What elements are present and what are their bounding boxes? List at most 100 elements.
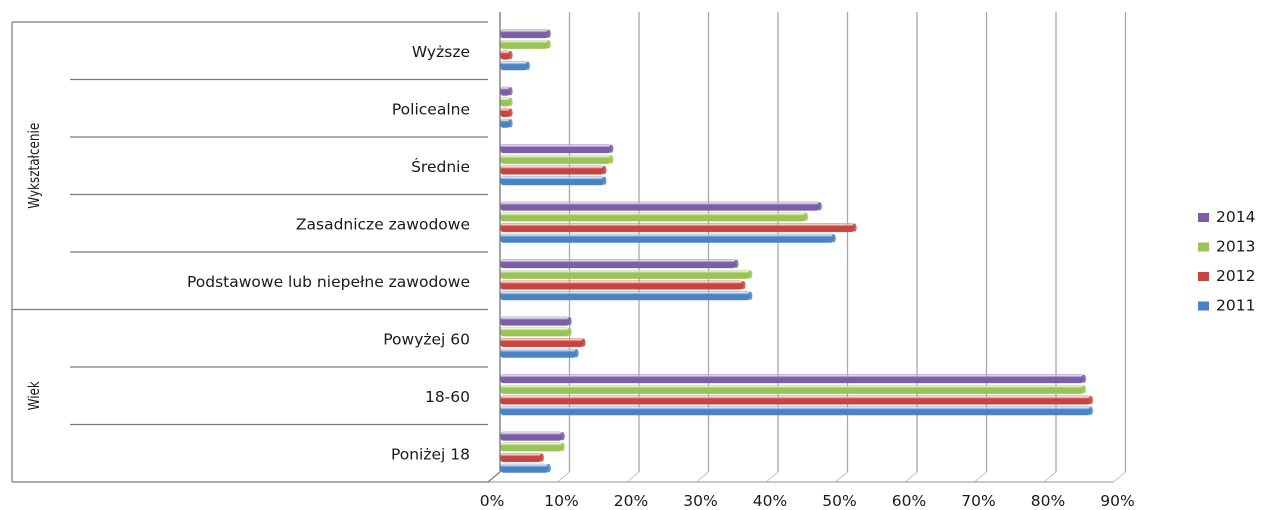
bar [499, 431, 563, 441]
x-tick-label: 0% [480, 492, 505, 510]
legend-label: 2014 [1216, 208, 1255, 226]
bar-cap [508, 119, 513, 128]
gridline-foot [835, 471, 848, 483]
bar-cap [539, 453, 544, 462]
bar-cap [741, 280, 746, 290]
gridline-foot [974, 471, 987, 483]
bar [499, 463, 549, 473]
legend-swatch [1198, 272, 1209, 281]
category-label: 18-60 [425, 388, 470, 406]
bar-cap [803, 212, 808, 222]
bar-cap [508, 97, 513, 107]
bars [499, 29, 1093, 473]
x-tick-label: 40% [753, 492, 787, 510]
gridline-foot [904, 471, 918, 483]
group-label: Wiek [26, 381, 44, 410]
x-tick-label: 70% [961, 492, 995, 510]
bar-cap [609, 144, 614, 153]
bar [499, 201, 820, 211]
axis-foot [487, 471, 501, 483]
bar-cap [1088, 395, 1093, 405]
bar-cap [546, 464, 551, 473]
bar [499, 348, 577, 358]
bar-cap [581, 338, 586, 347]
legend-label: 2013 [1216, 238, 1255, 256]
legend-label: 2011 [1216, 297, 1255, 315]
bar-cap [748, 270, 753, 279]
x-tick-label: 10% [544, 492, 578, 510]
bar-cap [567, 327, 572, 337]
bar-cap [508, 108, 513, 117]
category-label: Zasadnicze zawodowe [296, 215, 470, 233]
gridline-foot [626, 471, 640, 483]
x-tick-label: 50% [822, 492, 856, 510]
gridline-foot [1113, 471, 1126, 483]
bar-cap [546, 29, 551, 38]
category-axis: Wyższe Policealne Średnie Zasadnicze zawodo… [11, 12, 501, 483]
bar [499, 291, 751, 301]
category-label: Podstawowe lub niepełne zawodowe [187, 273, 470, 291]
bar [499, 269, 751, 279]
legend-swatch [1198, 301, 1209, 311]
bar [499, 316, 570, 326]
x-tick-label: 20% [614, 492, 648, 510]
gridline-foot [557, 471, 570, 483]
gridline-foot [696, 471, 709, 483]
bar-cap [1081, 374, 1087, 383]
bar [499, 61, 528, 71]
bar [499, 212, 806, 222]
legend-swatch [1198, 242, 1209, 252]
bar-cap [602, 165, 607, 175]
bar [499, 338, 584, 348]
bar [499, 395, 1091, 405]
bar-cap [852, 223, 857, 232]
bar [499, 327, 570, 337]
bar-cap [508, 86, 513, 96]
category-label: Wyższe [412, 43, 470, 61]
legend: 2014 2013 2012 2011 [1198, 208, 1255, 315]
bar-cap [560, 431, 565, 441]
group-label: Wykształcenie [26, 123, 44, 209]
legend-label: 2012 [1216, 267, 1255, 285]
bar [499, 165, 605, 175]
bar [499, 384, 1084, 394]
bar-cap [831, 234, 836, 243]
bar [499, 233, 834, 243]
bar [499, 442, 563, 452]
bar-cap [567, 316, 572, 326]
bar-cap [602, 176, 607, 186]
bar [499, 259, 737, 269]
bar [499, 374, 1084, 384]
gridline-foot [1043, 471, 1057, 483]
bar-cap [508, 50, 513, 60]
category-label: Średnie [411, 157, 470, 176]
bar [499, 406, 1091, 416]
value-axis: 0% 10% 20% 30% 40% 50% 60% 70% 80% 90% [480, 492, 1135, 510]
bar-cap [574, 349, 579, 358]
bar-cap [817, 201, 822, 211]
x-tick-label: 60% [892, 492, 926, 510]
category-label: Poniżej 18 [391, 445, 470, 463]
bar [499, 453, 542, 463]
x-tick-label: 30% [683, 492, 717, 510]
gridline-foot [765, 471, 779, 483]
bar-cap [525, 61, 530, 71]
bar [499, 176, 605, 186]
bar-cap [1088, 406, 1093, 416]
bar [499, 223, 855, 233]
bar-cap [734, 259, 739, 268]
bar [499, 29, 549, 39]
category-label: Powyżej 60 [383, 330, 470, 348]
legend-swatch [1198, 213, 1209, 222]
bar-cap [609, 155, 614, 164]
bar-cap [1081, 385, 1087, 394]
x-tick-label: 90% [1100, 492, 1134, 510]
x-tick-label: 80% [1031, 492, 1065, 510]
bar [499, 280, 744, 290]
bar-cap [560, 442, 565, 452]
bar [499, 39, 549, 49]
bar-cap [748, 291, 753, 301]
bar [499, 144, 612, 154]
bar-cap [546, 40, 551, 49]
